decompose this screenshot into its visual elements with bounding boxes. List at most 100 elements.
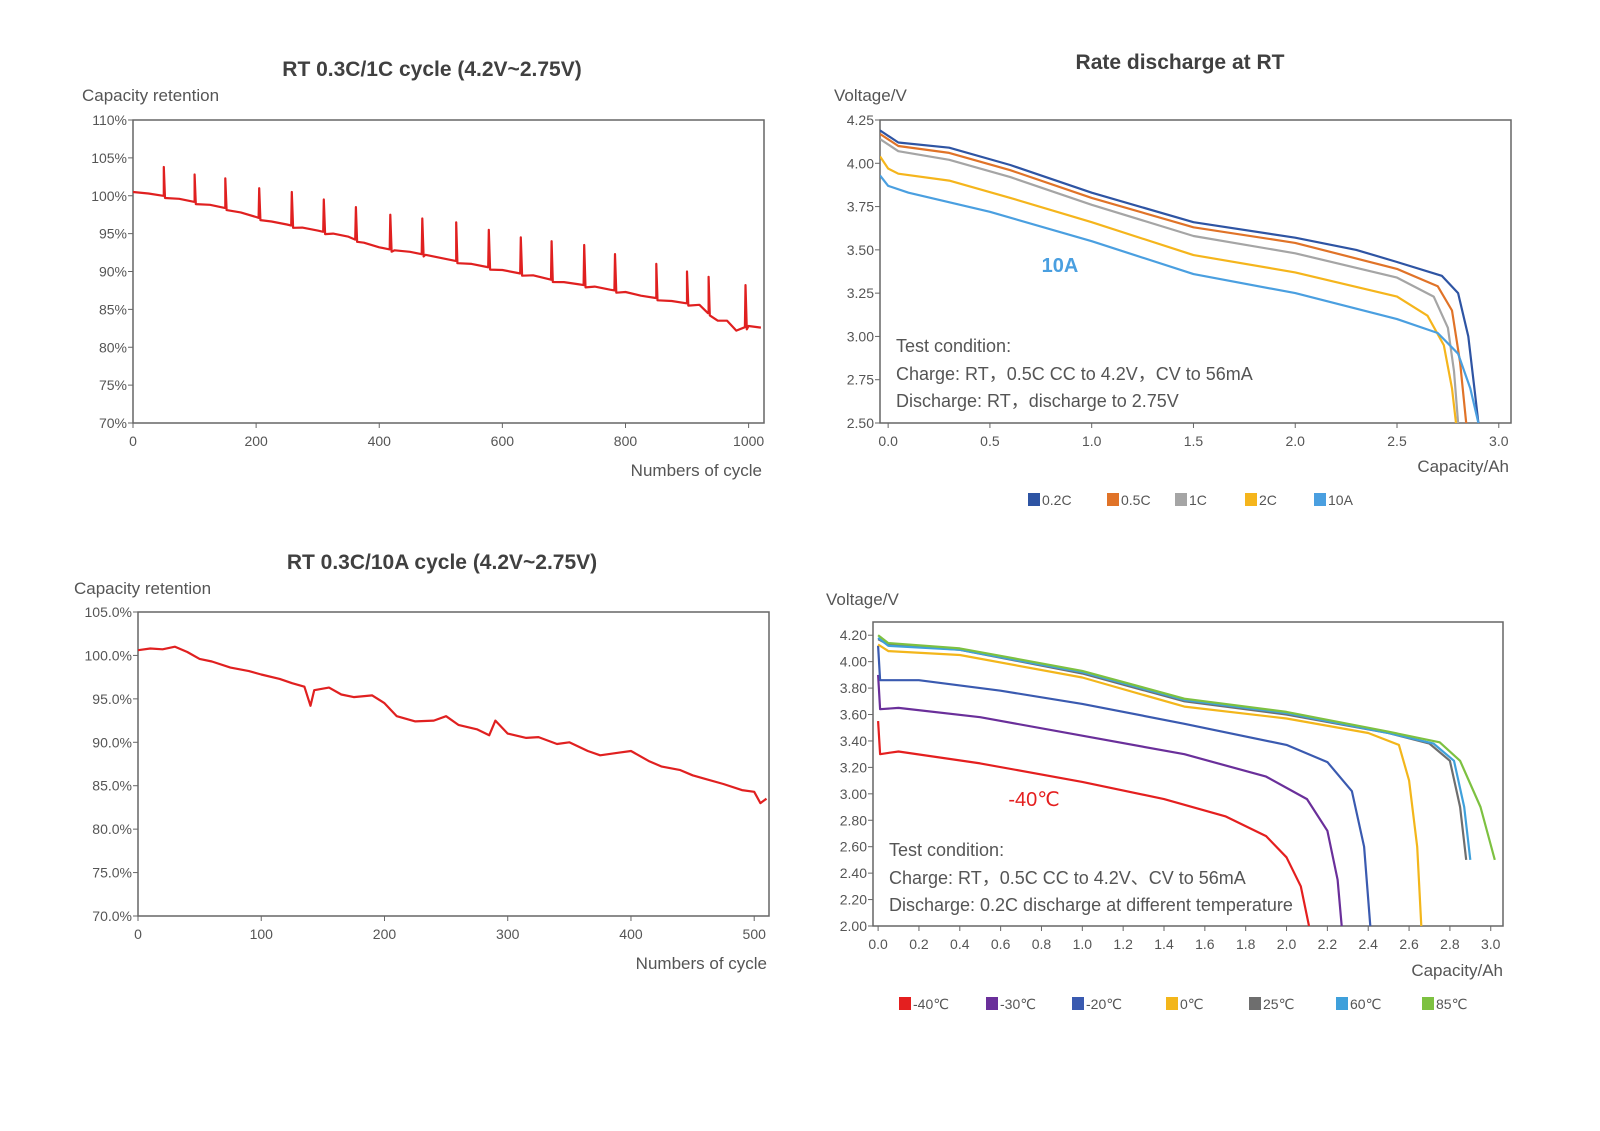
legend-swatch xyxy=(1072,997,1084,1010)
legend-swatch xyxy=(1336,997,1348,1010)
y-tick-label: 3.00 xyxy=(847,328,874,344)
series-line--30 xyxy=(877,674,1343,926)
x-tick-label: 2.0 xyxy=(1286,433,1306,449)
legend-swatch xyxy=(899,997,911,1010)
legend-label: -20℃ xyxy=(1086,996,1122,1012)
series-line-85 xyxy=(877,634,1496,861)
x-tick-label: 400 xyxy=(368,433,392,449)
x-tick-label: 0.5 xyxy=(980,433,1000,449)
x-tick-label: 0.0 xyxy=(868,936,888,952)
legend-label: 0℃ xyxy=(1180,996,1204,1012)
y-axis-label: Capacity retention xyxy=(82,86,219,105)
chart-title: RT 0.3C/10A cycle (4.2V~2.75V) xyxy=(287,551,597,574)
x-axis-label: Capacity/Ah xyxy=(1411,961,1503,980)
y-tick-label: 105.0% xyxy=(85,604,132,620)
x-tick-label: 1.2 xyxy=(1113,936,1133,952)
plot-frame xyxy=(872,621,1504,927)
y-tick-label: 100% xyxy=(91,188,127,204)
x-tick-label: 3.0 xyxy=(1481,936,1501,952)
series-line--40 xyxy=(877,721,1311,926)
legend-label: 1C xyxy=(1189,492,1207,508)
x-tick-label: 200 xyxy=(373,926,397,942)
legend-swatch xyxy=(1422,997,1434,1010)
legend-label: 10A xyxy=(1328,492,1354,508)
plot-frame xyxy=(132,119,765,424)
y-tick-label: 3.20 xyxy=(840,759,867,775)
series-line-25 xyxy=(877,638,1468,861)
x-tick-label: 500 xyxy=(743,926,767,942)
y-tick-label: 3.60 xyxy=(840,707,867,723)
y-tick-label: 2.75 xyxy=(847,372,874,388)
series-line-0.5C xyxy=(880,132,1468,423)
y-tick-label: 2.60 xyxy=(840,839,867,855)
x-axis-label: Numbers of cycle xyxy=(636,954,767,973)
x-tick-label: 0 xyxy=(134,926,142,942)
y-tick-label: 3.75 xyxy=(847,199,874,215)
series-line-capacity xyxy=(138,645,768,805)
x-tick-label: 2.2 xyxy=(1318,936,1338,952)
x-tick-label: 1.4 xyxy=(1154,936,1174,952)
annotation-minus-40c: -40℃ xyxy=(1008,789,1059,811)
series-line-0.2C xyxy=(880,129,1480,423)
legend-label: -30℃ xyxy=(1000,996,1036,1012)
legend-label: 25℃ xyxy=(1263,996,1294,1012)
y-tick-label: 80.0% xyxy=(92,821,132,837)
legend-label: 0.2C xyxy=(1042,492,1072,508)
y-tick-label: 2.80 xyxy=(840,812,867,828)
y-axis-label: Voltage/V xyxy=(834,86,907,105)
legend-swatch xyxy=(1107,493,1119,506)
chart-cycle-1c: RT 0.3C/1C cycle (4.2V~2.75V) Capacity r… xyxy=(82,58,765,480)
x-tick-label: 2.5 xyxy=(1387,433,1407,449)
y-tick-label: 3.00 xyxy=(840,786,867,802)
x-tick-label: 1.5 xyxy=(1184,433,1204,449)
y-tick-label: 95% xyxy=(99,226,127,242)
x-tick-label: 0.6 xyxy=(991,936,1011,952)
x-tick-label: 0.0 xyxy=(878,433,898,449)
y-tick-label: 75.0% xyxy=(92,865,132,881)
chart-title: Rate discharge at RT xyxy=(1076,51,1285,74)
series-line-60 xyxy=(877,637,1472,861)
x-tick-label: 0.2 xyxy=(909,936,929,952)
y-tick-label: 100.0% xyxy=(85,647,132,663)
test-condition-charge: Charge: RT，0.5C CC to 4.2V、CV to 56mA xyxy=(889,868,1246,888)
y-tick-label: 85% xyxy=(99,301,127,317)
x-tick-label: 3.0 xyxy=(1489,433,1509,449)
test-condition-heading: Test condition: xyxy=(889,840,1004,860)
legend-label: 60℃ xyxy=(1350,996,1381,1012)
test-condition-discharge: Discharge: RT，discharge to 2.75V xyxy=(896,391,1179,411)
x-tick-label: 300 xyxy=(496,926,520,942)
x-tick-label: 0.4 xyxy=(950,936,970,952)
chart-rate-discharge: Rate discharge at RT Voltage/V Capacity/… xyxy=(834,51,1512,508)
y-tick-label: 110% xyxy=(92,112,127,128)
y-tick-label: 2.50 xyxy=(847,415,874,431)
y-tick-label: 70.0% xyxy=(92,908,132,924)
y-tick-label: 75% xyxy=(99,377,127,393)
legend-swatch xyxy=(1249,997,1261,1010)
test-condition-charge: Charge: RT，0.5C CC to 4.2V，CV to 56mA xyxy=(896,364,1253,384)
legend-swatch xyxy=(1245,493,1257,506)
x-axis-label: Numbers of cycle xyxy=(631,461,762,480)
x-tick-label: 2.6 xyxy=(1399,936,1419,952)
annotation-10a: 10A xyxy=(1042,255,1079,277)
x-tick-label: 100 xyxy=(250,926,274,942)
y-tick-label: 105% xyxy=(91,150,127,166)
legend-label: 2C xyxy=(1259,492,1277,508)
y-tick-label: 90% xyxy=(99,264,127,280)
series-line-2C xyxy=(880,155,1458,423)
test-condition-heading: Test condition: xyxy=(896,336,1011,356)
legend-swatch xyxy=(1314,493,1326,506)
y-tick-label: 4.00 xyxy=(847,155,874,171)
x-tick-label: 1000 xyxy=(733,433,764,449)
x-tick-label: 0 xyxy=(129,433,137,449)
y-tick-label: 95.0% xyxy=(92,691,132,707)
x-tick-label: 400 xyxy=(619,926,643,942)
x-tick-label: 1.6 xyxy=(1195,936,1215,952)
x-tick-label: 800 xyxy=(614,433,638,449)
y-axis-label: Capacity retention xyxy=(74,579,211,598)
legend-swatch xyxy=(1175,493,1187,506)
x-tick-label: 0.8 xyxy=(1032,936,1052,952)
legend-label: 85℃ xyxy=(1436,996,1467,1012)
y-tick-label: 2.00 xyxy=(840,918,867,934)
y-axis-label: Voltage/V xyxy=(826,590,899,609)
